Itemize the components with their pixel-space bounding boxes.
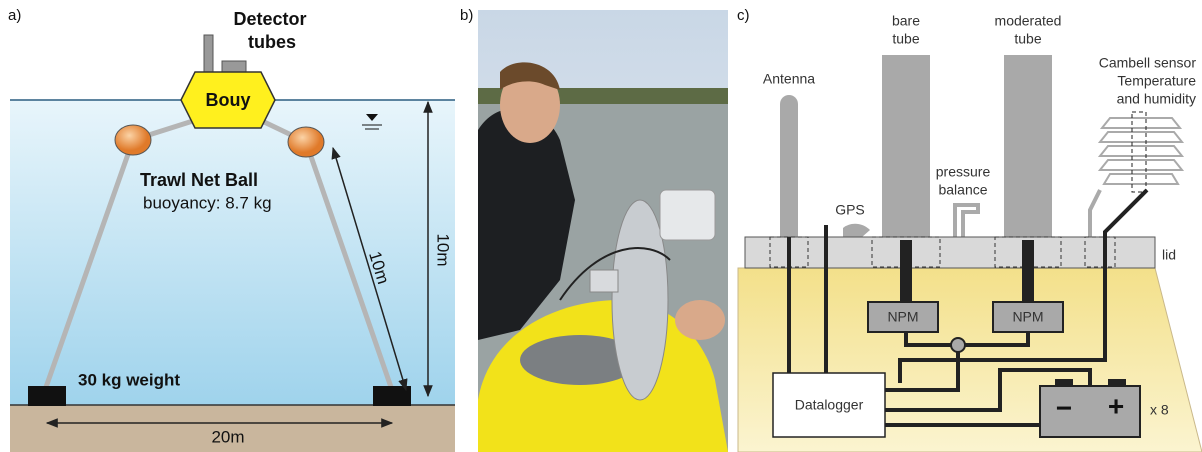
terminal (1055, 379, 1073, 386)
photo-hand (675, 300, 725, 340)
ball (288, 127, 324, 157)
label: tube (892, 31, 919, 47)
label: x 8 (1150, 402, 1169, 418)
label: bare (892, 13, 920, 29)
label: moderated (995, 13, 1062, 29)
gps (843, 224, 870, 237)
photo-box (590, 270, 618, 292)
label: and humidity (1117, 91, 1196, 107)
label: + (1108, 390, 1124, 421)
label: Antenna (763, 71, 815, 87)
label: 20m (211, 427, 244, 446)
label: GPS (835, 202, 865, 218)
terminal (1108, 379, 1126, 386)
label: Bouy (206, 90, 251, 110)
shape (1102, 118, 1180, 128)
label: b) (460, 7, 473, 24)
moderated-tube (1004, 55, 1052, 237)
shape (1100, 132, 1182, 142)
shape (1100, 146, 1182, 156)
label: Datalogger (795, 397, 864, 413)
water (10, 100, 455, 405)
sensor-mount (1090, 190, 1100, 240)
label: balance (938, 182, 987, 198)
label: tubes (248, 32, 296, 52)
antenna (780, 95, 798, 237)
shape (1100, 160, 1182, 170)
shape (1104, 174, 1178, 184)
label: Cambell sensor (1099, 55, 1197, 71)
junction (951, 338, 965, 352)
label: pressure (936, 164, 991, 180)
label: a) (8, 7, 21, 24)
tube (204, 35, 213, 77)
ball (115, 125, 151, 155)
label: tube (1014, 31, 1041, 47)
panel-a: a) Detector tubes Bouy Trawl Net Ball bu… (8, 7, 455, 452)
label: NPM (1012, 309, 1043, 325)
connector (1022, 268, 1034, 302)
label: 30 kg weight (78, 370, 180, 389)
sensor-shield (1100, 118, 1182, 184)
label: buoyancy: 8.7 kg (143, 193, 272, 212)
panel-b: b) (460, 7, 728, 452)
label: lid (1162, 247, 1176, 263)
lid (745, 237, 1155, 268)
label: 10m (434, 233, 453, 266)
panel-c: c) Antenna bare tube moderated tube Camb… (737, 7, 1202, 452)
label: c) (737, 7, 750, 24)
label: NPM (887, 309, 918, 325)
label: Detector (233, 9, 306, 29)
figure: a) Detector tubes Bouy Trawl Net Ball bu… (0, 0, 1202, 452)
connector (900, 268, 912, 302)
photo-sensor (660, 190, 715, 240)
label: Trawl Net Ball (140, 170, 258, 190)
label: Temperature (1117, 73, 1196, 89)
weight (28, 386, 66, 406)
label: − (1056, 392, 1072, 423)
bare-tube (882, 55, 930, 237)
